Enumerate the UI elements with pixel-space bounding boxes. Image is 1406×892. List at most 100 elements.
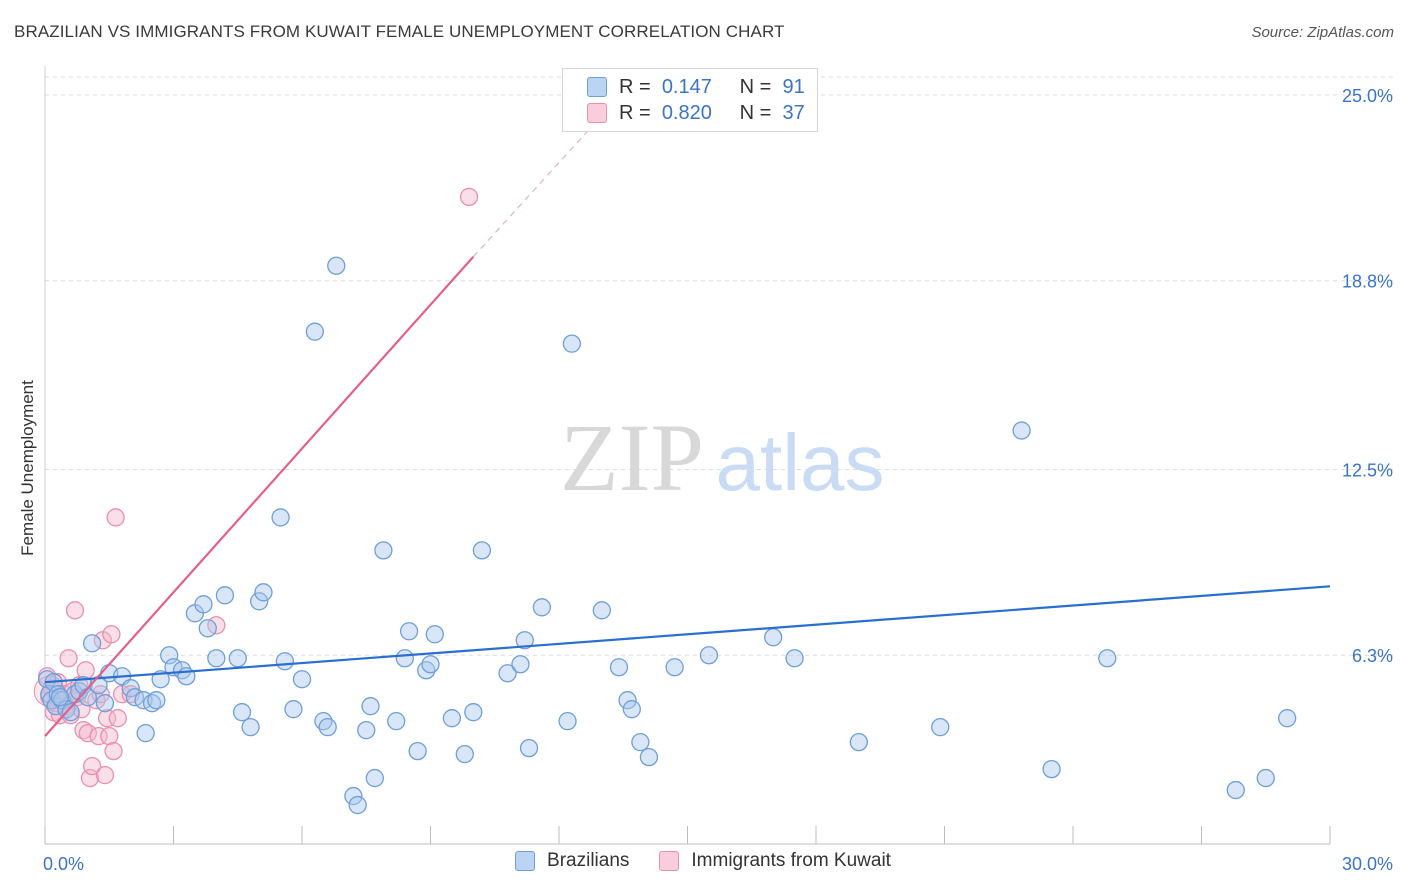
legend-label-kuwait: Immigrants from Kuwait bbox=[691, 850, 891, 871]
trendlines bbox=[44, 91, 1331, 737]
data-point bbox=[631, 732, 650, 752]
legend-item-kuwait: Immigrants from Kuwait bbox=[659, 850, 891, 872]
data-point bbox=[592, 601, 611, 620]
legend-n-label: N = bbox=[739, 75, 772, 98]
data-point bbox=[100, 726, 119, 746]
data-point bbox=[1278, 709, 1297, 728]
data-point bbox=[102, 625, 121, 644]
y-tick-label: 25.0% bbox=[1342, 86, 1393, 106]
data-point bbox=[472, 541, 492, 560]
data-point bbox=[232, 703, 252, 722]
y-tick-label: 6.3% bbox=[1352, 646, 1393, 666]
legend-r-value: 0.820 bbox=[661, 101, 712, 124]
watermark: ZIP atlas bbox=[560, 404, 884, 511]
legend-row-brazilians: R = 0.147 N = 91 bbox=[587, 75, 805, 99]
data-point bbox=[327, 256, 346, 275]
data-point bbox=[387, 712, 406, 731]
data-point bbox=[194, 595, 213, 614]
data-point bbox=[348, 795, 367, 815]
watermark-zip: ZIP bbox=[560, 404, 704, 511]
axes bbox=[44, 66, 1331, 845]
data-point bbox=[357, 720, 376, 740]
data-point bbox=[59, 649, 78, 668]
data-point bbox=[241, 718, 260, 737]
correlation-legend: R = 0.147 N = 91 R = 0.820 N = 37 bbox=[562, 68, 818, 132]
data-point bbox=[532, 598, 552, 617]
legend-swatch-blue bbox=[587, 77, 607, 97]
gridlines bbox=[45, 76, 1395, 656]
legend-r-value: 0.147 bbox=[661, 75, 712, 98]
data-point bbox=[95, 765, 115, 785]
data-point bbox=[618, 691, 637, 710]
legend-n-value: 91 bbox=[782, 75, 805, 98]
y-tick-label: 18.8% bbox=[1342, 272, 1393, 292]
trendline-brazilians bbox=[44, 585, 1331, 684]
data-point bbox=[250, 592, 269, 611]
data-point bbox=[1098, 649, 1117, 668]
data-point bbox=[498, 664, 517, 683]
data-point bbox=[82, 634, 102, 653]
data-point bbox=[511, 655, 530, 674]
chart-source: Source: ZipAtlas.com bbox=[1251, 24, 1394, 41]
data-point bbox=[344, 786, 363, 806]
data-point bbox=[76, 661, 95, 680]
data-point bbox=[61, 703, 80, 722]
data-point bbox=[207, 649, 226, 668]
data-point bbox=[609, 658, 629, 677]
data-point bbox=[374, 541, 393, 560]
data-point bbox=[425, 625, 444, 644]
data-point bbox=[455, 744, 474, 764]
data-point bbox=[1042, 759, 1061, 779]
data-point bbox=[849, 732, 868, 752]
data-point bbox=[464, 703, 483, 722]
legend-row-kuwait: R = 0.820 N = 37 bbox=[587, 101, 805, 125]
data-point bbox=[106, 508, 125, 527]
legend-r-label: R = bbox=[619, 101, 651, 124]
data-point bbox=[97, 709, 117, 728]
legend-label-brazilians: Brazilians bbox=[547, 850, 630, 871]
data-point bbox=[147, 691, 166, 710]
data-point bbox=[305, 322, 325, 341]
data-point bbox=[318, 718, 337, 737]
legend-item-brazilians: Brazilians bbox=[515, 850, 629, 872]
data-point bbox=[121, 679, 140, 698]
legend-n-value: 37 bbox=[782, 101, 805, 124]
data-point bbox=[198, 619, 217, 638]
data-point bbox=[395, 649, 414, 668]
legend-n-label: N = bbox=[739, 101, 772, 124]
legend-swatch-pink bbox=[659, 851, 680, 871]
data-point bbox=[228, 649, 247, 668]
data-point bbox=[1012, 421, 1031, 440]
tick-labels: 6.3% 12.5% 18.8% 25.0% 0.0% 30.0% bbox=[43, 86, 1393, 874]
data-point bbox=[160, 646, 179, 665]
data-point bbox=[254, 583, 273, 602]
data-point bbox=[361, 697, 380, 716]
data-point bbox=[50, 688, 70, 707]
y-tick-label: 12.5% bbox=[1342, 460, 1393, 480]
x-tick-label-max: 30.0% bbox=[1342, 854, 1393, 874]
legend-r-label: R = bbox=[619, 75, 651, 98]
data-point bbox=[1226, 780, 1245, 800]
data-point bbox=[292, 670, 312, 689]
data-point bbox=[215, 586, 235, 605]
data-point bbox=[558, 712, 577, 731]
watermark-atlas: atlas bbox=[716, 418, 885, 507]
series-legend: Brazilians Immigrants from Kuwait bbox=[0, 850, 1406, 872]
data-point bbox=[622, 700, 641, 719]
data-point bbox=[271, 508, 290, 527]
data-point bbox=[931, 718, 950, 737]
data-point bbox=[442, 709, 462, 728]
data-point bbox=[108, 709, 127, 728]
trendline-kuwait bbox=[44, 256, 475, 737]
data-point bbox=[82, 756, 102, 776]
data-point bbox=[421, 655, 440, 674]
data-point bbox=[136, 723, 155, 743]
data-point bbox=[95, 694, 115, 713]
data-point bbox=[639, 747, 659, 767]
legend-swatch-pink bbox=[587, 103, 607, 123]
data-point bbox=[1256, 768, 1275, 788]
data-point bbox=[764, 628, 783, 647]
data-point bbox=[78, 723, 97, 743]
data-point bbox=[365, 768, 384, 788]
